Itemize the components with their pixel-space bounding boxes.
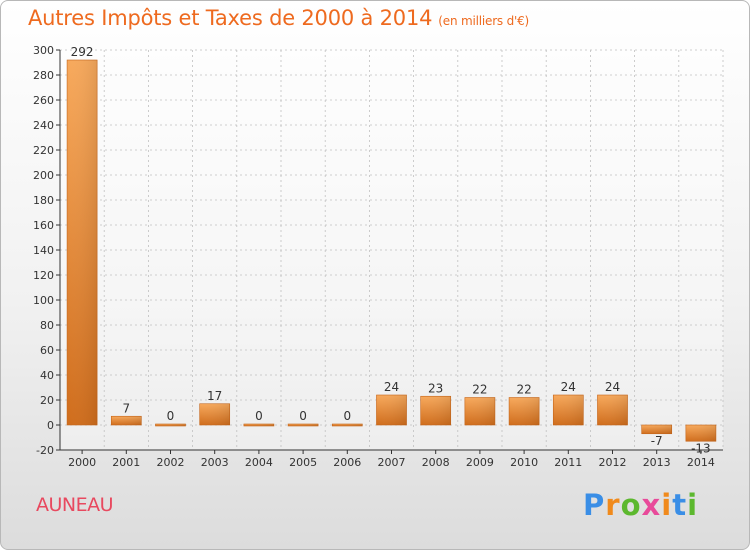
data-label: 17 <box>207 389 222 403</box>
data-label: 22 <box>472 383 487 397</box>
y-tick-label: 280 <box>33 69 54 82</box>
y-tick-label: 60 <box>40 344 54 357</box>
bars <box>66 59 717 442</box>
commune-name: AUNEAU <box>36 494 114 516</box>
y-tick-label: -20 <box>36 444 54 457</box>
y-tick-label: 220 <box>33 144 54 157</box>
y-tick-label: 180 <box>33 194 54 207</box>
data-label: 0 <box>167 409 175 423</box>
x-tick-label: 2008 <box>422 456 450 469</box>
data-label: 0 <box>343 409 351 423</box>
y-tick-label: 80 <box>40 319 54 332</box>
x-tick-label: 2003 <box>201 456 229 469</box>
title-text: Autres Impôts et Taxes de 2000 à 2014 <box>28 6 433 30</box>
y-tick-label: 140 <box>33 244 54 257</box>
bar-shade <box>288 424 319 426</box>
x-tick-label: 2006 <box>333 456 361 469</box>
x-tick-label: 2004 <box>245 456 273 469</box>
data-label: 24 <box>605 380 620 394</box>
bar-shade <box>597 395 628 425</box>
data-label: 0 <box>255 409 263 423</box>
x-tick-label: 2001 <box>112 456 140 469</box>
bar-shade <box>509 397 540 425</box>
data-label: 7 <box>122 401 130 415</box>
bar-shade <box>420 396 451 425</box>
y-tick-label: 100 <box>33 294 54 307</box>
x-tick-label: 2013 <box>643 456 671 469</box>
data-label: 24 <box>384 380 399 394</box>
x-tick-label: 2014 <box>687 456 715 469</box>
data-label: 0 <box>299 409 307 423</box>
x-tick-label: 2009 <box>466 456 494 469</box>
logo-letter: i <box>687 488 699 522</box>
bar-shade <box>464 397 495 425</box>
bar-shade <box>111 416 142 425</box>
x-tick-label: 2005 <box>289 456 317 469</box>
logo-letter: r <box>605 488 621 522</box>
bar-shade <box>553 395 584 425</box>
data-label: -13 <box>691 441 711 455</box>
x-tick-label: 2012 <box>599 456 627 469</box>
data-label: 292 <box>71 45 94 59</box>
data-label: 24 <box>561 380 576 394</box>
y-tick-label: 240 <box>33 119 54 132</box>
y-tick-label: 260 <box>33 94 54 107</box>
data-label: 23 <box>428 381 443 395</box>
bar-shade <box>376 395 407 425</box>
y-tick-label: 0 <box>47 419 54 432</box>
data-label: -7 <box>651 434 663 448</box>
x-tick-label: 2007 <box>378 456 406 469</box>
bar-shade <box>243 424 274 426</box>
x-tick-label: 2000 <box>68 456 96 469</box>
y-tick-label: 160 <box>33 219 54 232</box>
y-tick-label: 40 <box>40 369 54 382</box>
bar-shade <box>332 424 363 426</box>
x-tick-label: 2011 <box>554 456 582 469</box>
x-tick-label: 2010 <box>510 456 538 469</box>
chart-title: Autres Impôts et Taxes de 2000 à 2014 (en… <box>28 6 529 30</box>
axes: -200204060801001201401601802002202402602… <box>33 44 723 469</box>
y-tick-label: 300 <box>33 44 54 57</box>
data-label: 22 <box>516 383 531 397</box>
logo-letter: i <box>661 488 673 522</box>
proxiti-logo[interactable]: Proxiti <box>583 488 698 522</box>
bar-shade <box>199 403 230 425</box>
logo-letter: x <box>641 488 662 522</box>
logo-letter: o <box>620 488 642 522</box>
logo-letter: P <box>583 488 606 522</box>
y-tick-label: 200 <box>33 169 54 182</box>
x-tick-label: 2002 <box>157 456 185 469</box>
bar-shade <box>67 60 98 425</box>
bar-shade <box>685 425 716 442</box>
logo-letter: t <box>672 488 688 522</box>
bar-shade <box>641 425 672 434</box>
data-labels: 292 7 0 17 0 0 0 24 23 22 22 24 24 -7 -13 <box>71 45 711 455</box>
bar-shade <box>155 424 186 426</box>
chart-subtitle: (en milliers d'€) <box>438 14 530 28</box>
y-tick-label: 20 <box>40 394 54 407</box>
y-tick-label: 120 <box>33 269 54 282</box>
